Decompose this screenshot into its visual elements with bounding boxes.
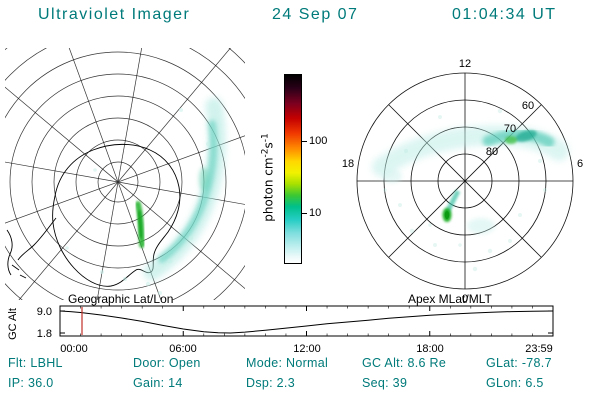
mlt-label-12: 12 [459, 58, 471, 70]
strip-ytick-1-8: 1.8 [37, 328, 52, 340]
strip-y-ticks [60, 310, 553, 334]
apex-aurora [372, 108, 569, 272]
geo-aurora [65, 97, 226, 295]
apex-labels: 12 0 18 6 80 70 60 [342, 58, 583, 305]
status-dsp: Dsp: 2.3 [246, 376, 295, 390]
altitude-curve [59, 310, 553, 334]
mlt-label-0: 0 [462, 293, 468, 305]
mlat-label-80: 80 [486, 146, 498, 158]
mlat-label-60: 60 [522, 100, 534, 112]
apex-plot-caption: Apex MLat/MLT [408, 292, 492, 306]
geo-meridians [5, 48, 245, 300]
colorbar-tick-100-mark [302, 141, 307, 142]
apex-aurora-speckles [383, 108, 547, 272]
mlt-label-18: 18 [342, 158, 354, 170]
strip-ticks [59, 306, 554, 336]
status-glon: GLon: 6.5 [486, 376, 544, 390]
status-door: Door: Open [133, 356, 201, 370]
colorbar-tick-10-mark [302, 213, 307, 214]
mlt-label-6: 6 [577, 158, 583, 170]
strip-ytick-9: 9.0 [37, 306, 52, 318]
altitude-strip-svg: GC Alt 9.0 1.8 00:00 06:00 12:00 18:00 2… [7, 305, 554, 355]
colorbar [284, 74, 302, 264]
colorbar-label: photon cm-2s-1 [260, 133, 276, 222]
svg-text:23:59: 23:59 [525, 343, 553, 355]
colorbar-tick-10: 10 [309, 207, 322, 219]
app-title: Ultraviolet Imager [38, 6, 191, 23]
svg-text:18:00: 18:00 [416, 343, 444, 355]
status-seq: Seq: 39 [362, 376, 408, 390]
status-mode: Mode: Normal [246, 356, 329, 370]
mlat-label-70: 70 [504, 123, 516, 135]
strip-ylabel: GC Alt [7, 308, 19, 340]
geo-map-svg [5, 48, 245, 300]
svg-text:06:00: 06:00 [169, 343, 197, 355]
status-glat: GLat: -78.7 [486, 356, 552, 370]
header-date: 24 Sep 07 [272, 6, 359, 23]
geo-map-caption: Geographic Lat/Lon [68, 292, 174, 306]
strip-x-labels: 00:00 06:00 12:00 18:00 23:59 [60, 343, 553, 355]
status-gc-alt: GC Alt: 8.6 Re [362, 356, 447, 370]
status-ip: IP: 36.0 [8, 376, 54, 390]
geo-aurora-speckles [65, 108, 211, 295]
colorbar-tick-100: 100 [309, 135, 328, 147]
apex-plot-svg: 12 0 18 6 80 70 60 [342, 58, 583, 305]
svg-text:00:00: 00:00 [60, 343, 88, 355]
status-gain: Gain: 14 [133, 376, 183, 390]
header-time: 01:04:34 UT [452, 6, 557, 23]
status-filter: Flt: LBHL [8, 356, 63, 370]
svg-text:12:00: 12:00 [293, 343, 321, 355]
